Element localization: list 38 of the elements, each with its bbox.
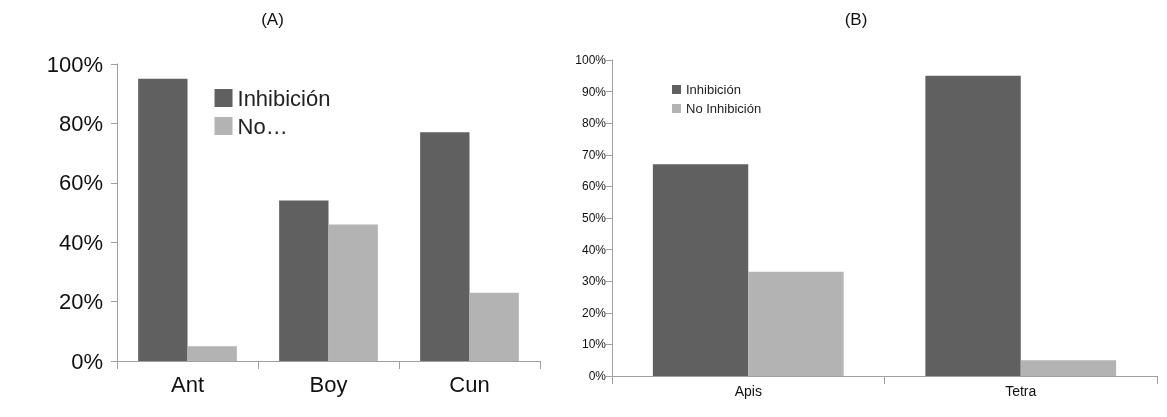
chart-title: (B) (844, 10, 868, 29)
bar (328, 224, 378, 361)
y-tick-label: 40% (581, 242, 607, 257)
x-tick-label: Boy (309, 371, 348, 397)
y-tick-label: 100% (575, 53, 607, 67)
legend-label: No Inhibición (686, 101, 762, 116)
y-tick-label: 10% (581, 337, 607, 352)
y-tick-label: 50% (581, 211, 607, 225)
legend-label: Inhibición (686, 82, 741, 97)
y-tick-label: 90% (581, 84, 607, 99)
legend-label: Inhibición (237, 85, 331, 111)
y-tick-label: 80% (58, 110, 103, 136)
x-tick-label: Ant (170, 371, 205, 397)
y-tick-label: 60% (581, 179, 607, 194)
x-tick-label: Apis (734, 383, 762, 399)
y-tick-label: 30% (581, 274, 607, 289)
bar (1020, 360, 1117, 376)
y-tick-label: 100% (46, 51, 103, 77)
y-tick-label: 40% (58, 229, 103, 255)
y-tick-label: 20% (581, 305, 607, 320)
y-tick-label: 0% (71, 348, 103, 374)
x-tick-label: Cun (449, 371, 490, 397)
bar (925, 75, 1021, 376)
bar (652, 164, 749, 376)
chart-title: (A) (261, 10, 284, 29)
y-tick-label: 80% (581, 116, 607, 131)
y-tick-label: 60% (58, 170, 103, 196)
bar (279, 200, 329, 361)
y-tick-label: 70% (581, 147, 607, 162)
bar (138, 78, 188, 361)
y-tick-label: 0% (588, 369, 607, 383)
bar (187, 346, 237, 361)
bar (748, 271, 844, 376)
bar (420, 132, 470, 361)
x-tick-label: Tetra (1005, 383, 1037, 399)
y-tick-label: 20% (58, 289, 103, 315)
legend-label: No… (237, 113, 288, 139)
bar (469, 292, 519, 361)
